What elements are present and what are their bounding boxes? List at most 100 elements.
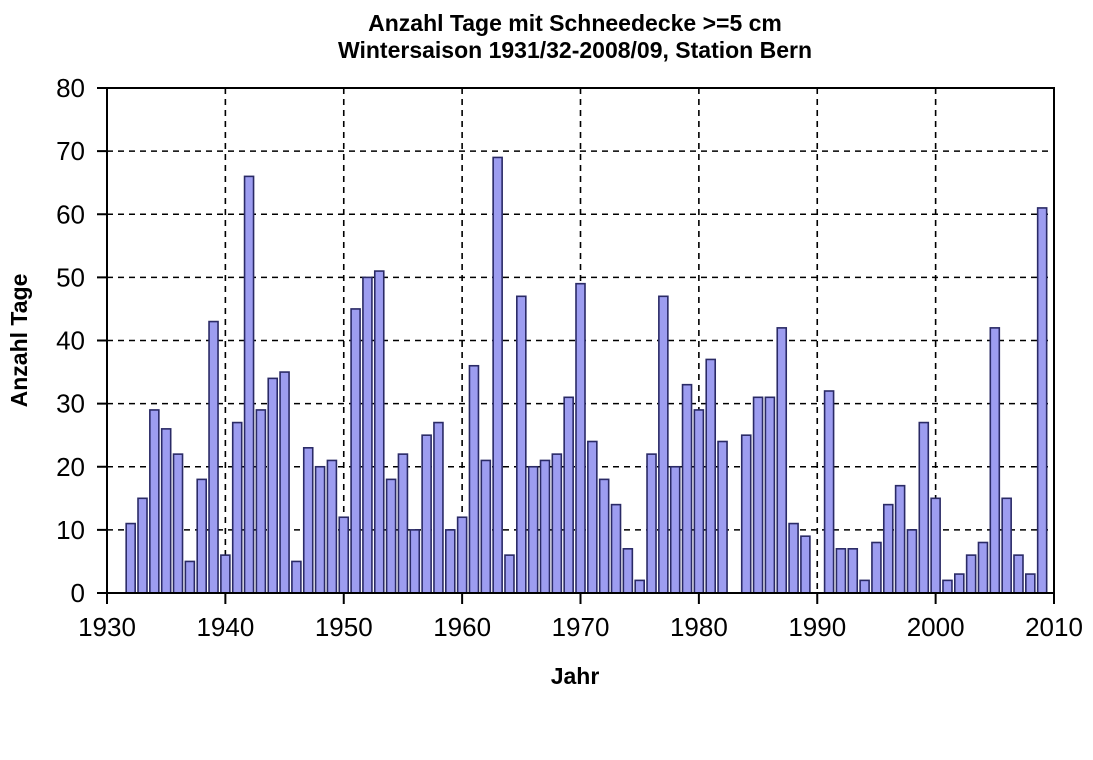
bar-1954 [385, 478, 397, 594]
bar-1997 [894, 484, 906, 594]
x-tick-label-1970: 1970 [552, 612, 610, 642]
bar-1940 [220, 554, 231, 594]
bar-2003 [965, 554, 977, 594]
bar-1966 [527, 465, 539, 594]
bar-1986 [764, 396, 776, 594]
x-tick-label-1980: 1980 [670, 612, 728, 642]
bar-1971 [587, 440, 598, 594]
chart-subtitle: Wintersaison 1931/32-2008/09, Station Be… [338, 37, 812, 63]
bar-2004 [977, 541, 989, 594]
y-tick-label-30: 30 [56, 389, 85, 419]
bar-1976 [646, 453, 657, 594]
bar-1970 [575, 282, 586, 594]
bar-1998 [906, 529, 918, 594]
y-tick-label-0: 0 [71, 578, 85, 608]
bar-1965 [516, 295, 527, 594]
y-axis-label: Anzahl Tage [6, 274, 32, 408]
x-tick-label-1950: 1950 [315, 612, 373, 642]
x-tick-label-1930: 1930 [78, 612, 136, 642]
bar-1972 [598, 478, 610, 594]
y-tick-label-50: 50 [56, 262, 85, 292]
bar-1989 [800, 535, 811, 594]
y-tick-label-70: 70 [56, 136, 85, 166]
bar-1950 [338, 516, 350, 594]
bar-2008 [1025, 573, 1036, 594]
bar-1944 [267, 377, 279, 594]
bar-1964 [504, 554, 515, 594]
bar-1974 [622, 548, 634, 594]
bar-1952 [362, 276, 373, 594]
x-tick-label-1960: 1960 [433, 612, 491, 642]
bar-1947 [302, 447, 314, 594]
bar-1984 [740, 434, 752, 594]
bar-1978 [669, 465, 681, 594]
bar-1963 [492, 156, 503, 594]
bar-1938 [196, 478, 207, 594]
bar-2002 [953, 573, 965, 594]
bar-1988 [788, 522, 799, 594]
bar-1991 [823, 390, 835, 594]
bar-1958 [433, 421, 444, 594]
bar-1960 [456, 516, 468, 594]
x-tick-label-1990: 1990 [788, 612, 846, 642]
x-tick-label-1940: 1940 [196, 612, 254, 642]
bar-1995 [871, 541, 882, 594]
bar-1980 [693, 409, 705, 594]
bar-1981 [705, 358, 717, 594]
y-tick-label-60: 60 [56, 199, 85, 229]
bar-1975 [634, 579, 645, 594]
bar-1996 [882, 503, 894, 594]
bar-1962 [480, 459, 492, 594]
bar-1973 [610, 503, 622, 594]
bar-1946 [291, 560, 302, 594]
bar-1994 [859, 579, 870, 594]
bar-1987 [776, 327, 788, 594]
bar-1945 [279, 371, 290, 594]
x-axis-label: Jahr [551, 663, 600, 689]
bar-1992 [835, 548, 847, 594]
bar-1943 [255, 409, 267, 594]
bar-1967 [539, 459, 551, 594]
bar-1961 [468, 364, 480, 594]
bar-1959 [444, 529, 456, 594]
bar-1969 [563, 396, 574, 594]
bar-1999 [918, 421, 930, 594]
bar-1979 [681, 383, 693, 594]
bar-1932 [125, 522, 136, 594]
bars [125, 156, 1048, 594]
bar-1977 [658, 295, 669, 594]
bar-1948 [314, 465, 326, 594]
y-tick-label-10: 10 [56, 515, 85, 545]
bar-2000 [930, 497, 941, 594]
bar-2005 [989, 327, 1001, 594]
bar-1937 [184, 560, 196, 594]
bar-1957 [421, 434, 432, 594]
x-tick-label-2010: 2010 [1025, 612, 1083, 642]
y-tick-label-40: 40 [56, 326, 85, 356]
bar-1955 [397, 453, 409, 594]
chart-title: Anzahl Tage mit Schneedecke >=5 cm [368, 10, 782, 36]
bar-1942 [243, 175, 255, 594]
bar-1956 [409, 529, 421, 594]
bar-1982 [717, 440, 728, 594]
tick-marks [97, 87, 1055, 604]
bar-1935 [160, 428, 172, 594]
bar-1949 [326, 459, 338, 594]
bar-2006 [1001, 497, 1012, 594]
bar-1941 [231, 421, 243, 594]
bar-2007 [1013, 554, 1024, 594]
bar-1993 [847, 548, 859, 594]
bar-1968 [551, 453, 563, 594]
bar-1951 [350, 308, 361, 594]
x-tick-label-2000: 2000 [907, 612, 965, 642]
bar-1985 [752, 396, 764, 594]
bar-1939 [208, 320, 219, 594]
bar-1936 [172, 453, 184, 594]
bar-1953 [373, 270, 385, 594]
bar-1934 [149, 409, 160, 594]
bar-1933 [137, 497, 148, 594]
y-tick-label-20: 20 [56, 452, 85, 482]
bar-2009 [1036, 207, 1048, 594]
